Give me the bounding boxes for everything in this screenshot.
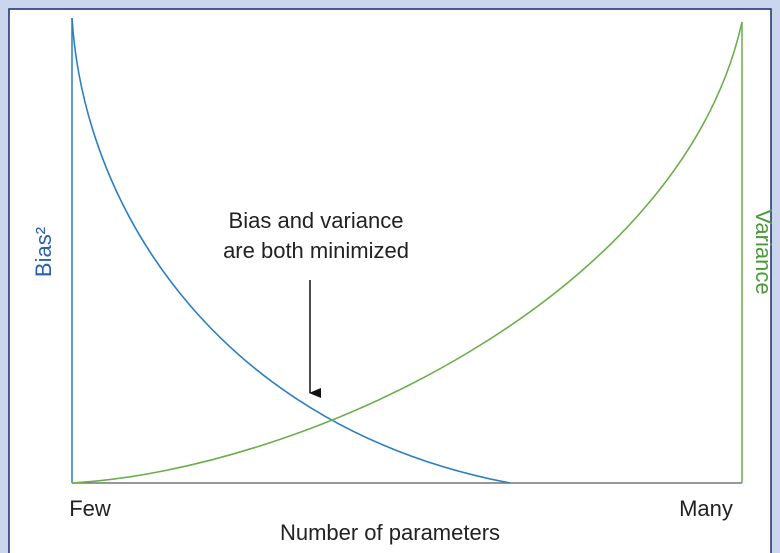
bias-label: Bias²: [31, 227, 56, 277]
annotation: are both minimized: [223, 238, 409, 263]
x-left-label: Few: [69, 496, 111, 521]
x-axis-label: Number of parameters: [280, 520, 500, 545]
x-right-label: Many: [679, 496, 733, 521]
bias-curve: [71, 17, 511, 484]
variance-label: Variance: [751, 209, 776, 294]
annotation: Bias and variance: [229, 208, 404, 233]
panel: [8, 8, 772, 553]
variance-curve: [71, 21, 743, 484]
